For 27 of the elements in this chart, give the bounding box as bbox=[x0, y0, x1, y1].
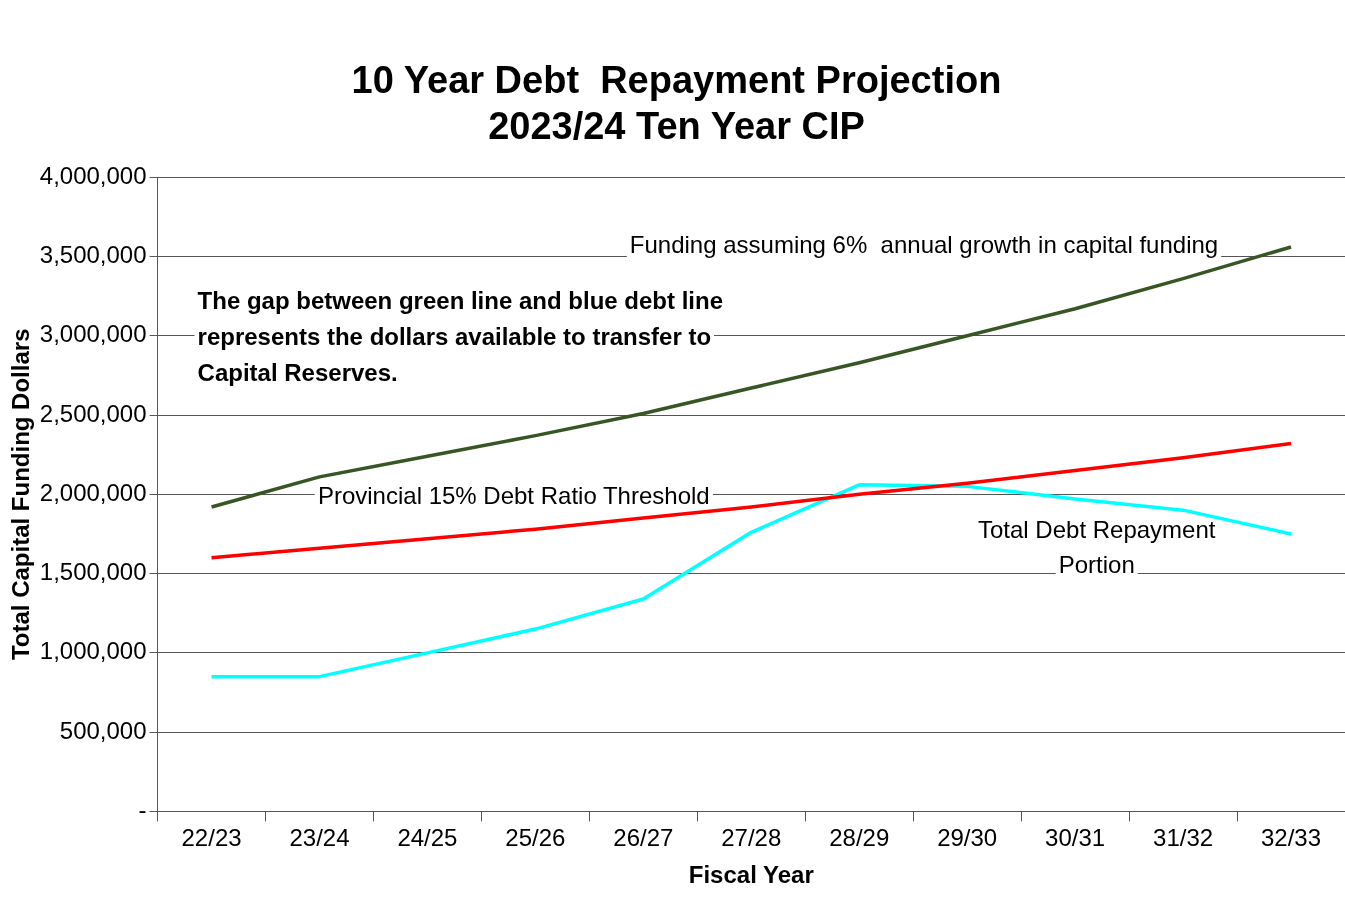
y-tick-label: 1,000,000 bbox=[39, 637, 147, 665]
y-tick-label: 1,500,000 bbox=[39, 558, 147, 586]
chart-title: 10 Year Debt Repayment Projection 2023/24 Ten Year CIP bbox=[351, 59, 1002, 147]
x-tick-label: 23/24 bbox=[289, 824, 350, 852]
y-axis-title: Total Capital Funding Dollars bbox=[7, 328, 35, 661]
x-tick-label: 30/31 bbox=[1045, 824, 1106, 852]
y-tick-label: 3,500,000 bbox=[39, 241, 147, 269]
y-tick-label: 3,000,000 bbox=[39, 320, 147, 348]
y-tick-label: 500,000 bbox=[59, 716, 147, 744]
x-tick-label: 31/32 bbox=[1153, 824, 1214, 852]
y-tick-label: 4,000,000 bbox=[39, 161, 147, 189]
x-tick-label: 24/25 bbox=[397, 824, 458, 852]
y-tick-label: 2,500,000 bbox=[39, 399, 147, 427]
x-tick-label: 28/29 bbox=[829, 824, 890, 852]
x-tick-label: 22/23 bbox=[181, 824, 242, 852]
series-label: Funding assuming 6% annual growth in capital funding bbox=[629, 231, 1219, 259]
series-label: Total Debt Repayment Portion bbox=[977, 515, 1216, 578]
x-tick-label: 27/28 bbox=[721, 824, 782, 852]
annotation: The gap between green line and blue debt line represents the dollars available to transfer to Capital Reserves. bbox=[197, 286, 723, 386]
y-tick-label: - bbox=[138, 796, 147, 824]
x-axis-title: Fiscal Year bbox=[688, 861, 814, 889]
x-tick-label: 25/26 bbox=[505, 824, 566, 852]
series-label: Provincial 15% Debt Ratio Threshold bbox=[317, 481, 710, 509]
x-tick-label: 26/27 bbox=[613, 824, 674, 852]
x-tick-label: 32/33 bbox=[1260, 824, 1322, 852]
y-tick-label: 2,000,000 bbox=[39, 478, 147, 506]
x-tick-label: 29/30 bbox=[937, 824, 998, 852]
